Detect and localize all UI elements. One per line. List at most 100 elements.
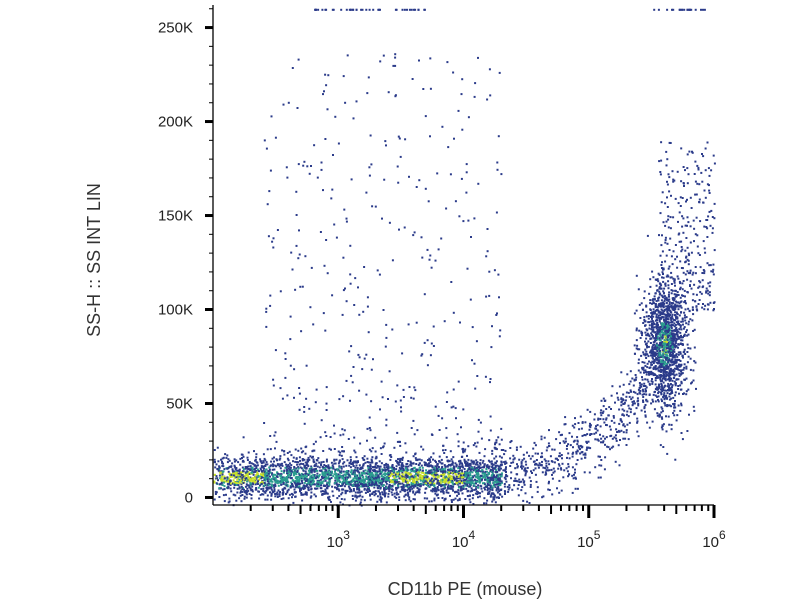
event-dot xyxy=(426,482,429,485)
event-dot xyxy=(384,472,386,475)
event-dot xyxy=(259,458,262,461)
event-dot xyxy=(483,486,486,489)
event-dot xyxy=(478,477,481,480)
event-dot xyxy=(288,493,291,496)
event-dot xyxy=(389,454,392,456)
event-dot xyxy=(479,492,481,495)
event-dot xyxy=(382,480,385,483)
event-dot xyxy=(406,489,409,492)
event-dot xyxy=(353,483,356,486)
event-dot xyxy=(493,457,496,460)
event-dot xyxy=(221,457,224,460)
event-dot xyxy=(483,463,486,466)
event-dot xyxy=(675,339,678,342)
event-dot xyxy=(683,185,685,187)
event-dot xyxy=(244,471,247,474)
event-dot xyxy=(264,498,267,501)
event-dot xyxy=(665,308,668,311)
event-dot xyxy=(373,486,376,489)
event-dot xyxy=(445,491,448,494)
event-dot xyxy=(215,463,218,466)
event-dot xyxy=(252,479,255,482)
event-dot xyxy=(341,483,344,486)
event-dot xyxy=(310,466,313,469)
event-dot xyxy=(684,169,686,172)
event-dot xyxy=(408,476,411,479)
event-dot xyxy=(668,309,671,312)
event-dot xyxy=(642,308,644,311)
event-dot xyxy=(390,491,393,494)
event-dot xyxy=(492,493,495,496)
event-dot xyxy=(458,498,461,501)
event-dot xyxy=(285,493,288,496)
event-dot xyxy=(270,493,273,495)
event-dot xyxy=(222,481,225,484)
event-dot xyxy=(653,348,656,350)
event-dot xyxy=(468,494,471,497)
event-dot xyxy=(309,485,312,488)
event-dot xyxy=(351,479,354,482)
event-dot xyxy=(674,391,677,394)
event-dot xyxy=(659,339,662,342)
event-dot xyxy=(478,480,481,483)
event-dot xyxy=(363,483,366,486)
event-dot xyxy=(274,479,276,482)
event-dot xyxy=(432,452,435,455)
event-dot xyxy=(348,462,351,465)
event-dot xyxy=(407,465,410,468)
event-dot xyxy=(272,476,275,479)
event-dot xyxy=(602,418,605,421)
event-dot xyxy=(676,358,679,361)
event-dot xyxy=(213,481,216,484)
event-dot xyxy=(680,336,683,339)
event-dot xyxy=(672,305,675,308)
event-dot xyxy=(676,301,679,304)
event-dot xyxy=(670,311,673,314)
event-dot xyxy=(342,462,345,465)
event-dot xyxy=(702,201,705,204)
event-dot xyxy=(649,371,652,374)
event-dot xyxy=(326,492,329,495)
event-dot xyxy=(354,480,356,483)
event-dot xyxy=(296,463,299,466)
event-dot xyxy=(708,192,711,194)
event-dot xyxy=(466,495,469,497)
event-dot xyxy=(368,484,371,487)
event-dot xyxy=(271,468,274,471)
event-dot xyxy=(274,473,277,476)
event-dot xyxy=(666,374,669,377)
event-dot xyxy=(689,368,692,371)
event-dot xyxy=(672,373,675,376)
event-dot xyxy=(644,354,647,357)
event-dot xyxy=(520,462,523,465)
event-dot xyxy=(263,467,265,470)
event-dot xyxy=(475,470,478,472)
event-dot xyxy=(299,459,301,462)
event-dot xyxy=(452,489,455,492)
event-dot xyxy=(470,477,473,480)
event-dot xyxy=(698,280,701,283)
event-dot xyxy=(694,193,697,196)
event-dot xyxy=(307,456,310,459)
event-dot xyxy=(692,330,695,332)
event-dot xyxy=(707,282,710,285)
event-dot xyxy=(671,170,674,173)
event-dot xyxy=(509,441,512,444)
event-dot xyxy=(657,400,660,403)
event-dot xyxy=(661,400,663,403)
event-dot xyxy=(695,308,698,311)
event-dot xyxy=(334,479,337,482)
event-dot xyxy=(668,176,671,179)
event-dot xyxy=(366,470,369,473)
event-dot xyxy=(307,480,310,483)
event-dot xyxy=(645,334,648,337)
event-dot xyxy=(495,478,498,481)
event-dot xyxy=(370,480,373,482)
event-dot xyxy=(215,475,218,478)
event-dot xyxy=(499,483,502,486)
event-dot xyxy=(362,472,365,474)
event-dot xyxy=(234,471,237,474)
event-dot xyxy=(703,225,706,228)
event-dot xyxy=(355,496,358,499)
event-dot xyxy=(447,474,450,477)
